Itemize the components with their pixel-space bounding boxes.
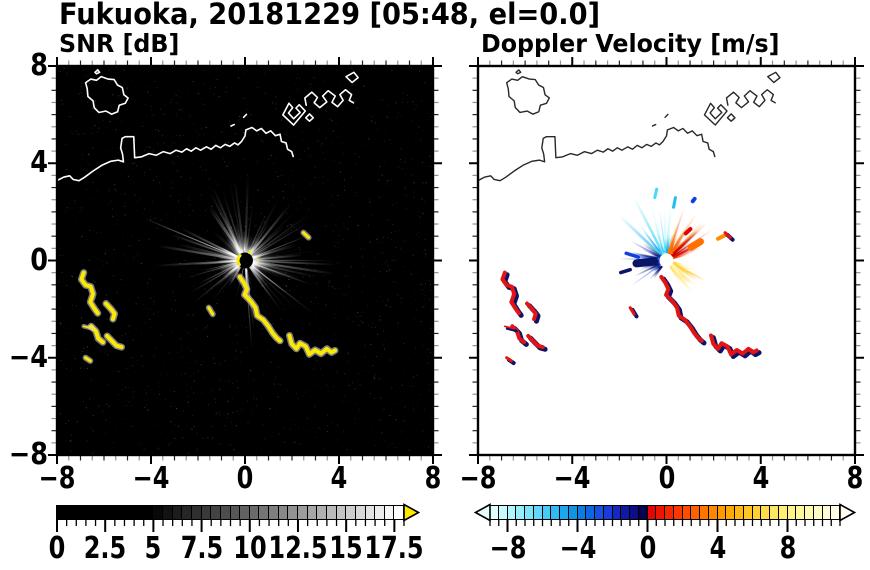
colorbar-tick-label: 17.5 — [364, 531, 424, 566]
colorbar-arrow-shape — [839, 503, 856, 522]
colorbar-arrow-shape — [403, 503, 420, 522]
y-tick-label: −4 — [8, 339, 49, 375]
y-tick-label: 8 — [30, 48, 48, 83]
colorbar-tick-label: 7.5 — [180, 531, 223, 566]
colorbar-tick-label: 10 — [233, 531, 267, 566]
colorbar-tick-label: 2.5 — [83, 531, 127, 566]
colorbar-tick-label: 5 — [145, 531, 162, 566]
colorbar-tick-label: 0 — [48, 531, 66, 566]
snr-panel-canvas — [58, 67, 432, 454]
velocity-panel-title: Doppler Velocity [m/s] — [481, 29, 780, 58]
colorbar-arrow-shape — [474, 503, 491, 522]
figure-title: Fukuoka, 20181229 [05:48, el=0.0] — [59, 0, 601, 31]
x-tick-label: 8 — [846, 461, 864, 496]
velocity-panel-canvas — [479, 67, 854, 454]
x-tick-label: −4 — [553, 461, 591, 496]
colorbar-tick-label: 12.5 — [268, 531, 328, 566]
colorbar-tick-label: −4 — [559, 531, 596, 566]
colorbar-tick-label: 0 — [639, 531, 656, 566]
colorbar-tick-label: −8 — [489, 531, 526, 566]
snr-colorbar-over-arrow — [403, 503, 420, 522]
x-tick-label: 8 — [424, 461, 442, 496]
colorbar-tick-label: 15 — [329, 531, 363, 566]
x-tick-label: −4 — [132, 461, 170, 496]
colorbar-tick-label: 4 — [709, 531, 726, 566]
y-tick-label: 4 — [30, 145, 48, 181]
x-tick-label: 4 — [330, 461, 348, 496]
y-tick-label: −8 — [8, 437, 49, 472]
colorbar-tick-label: 8 — [779, 531, 796, 566]
velocity-colorbar — [489, 505, 840, 520]
x-tick-label: 0 — [658, 461, 675, 496]
snr-panel-title: SNR [dB] — [59, 29, 180, 58]
snr-colorbar — [56, 505, 405, 520]
x-tick-label: −8 — [459, 461, 497, 496]
x-tick-label: 0 — [236, 461, 254, 496]
velocity-colorbar-over-arrow — [839, 503, 856, 522]
x-tick-label: −8 — [38, 461, 76, 496]
y-tick-label: 0 — [30, 242, 48, 278]
x-tick-label: 4 — [752, 461, 770, 496]
velocity-colorbar-under-arrow — [474, 503, 491, 522]
